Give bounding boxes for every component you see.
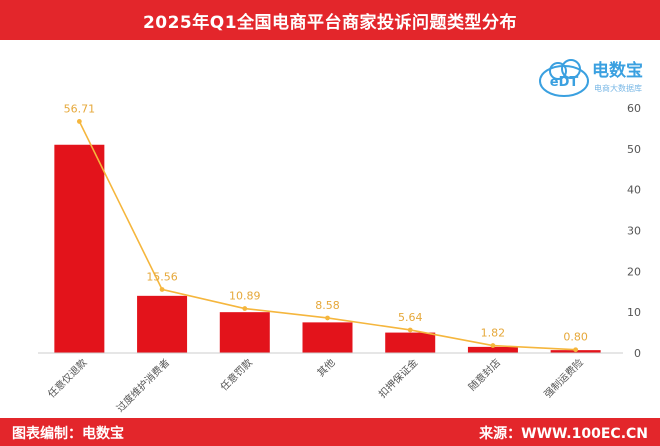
x-tick-label: 其他 (314, 356, 337, 379)
line-point (573, 347, 579, 353)
x-tick-label: 任意罚款 (217, 356, 254, 393)
bar (54, 144, 105, 353)
line-point (325, 315, 330, 321)
y-tick-label: 30 (627, 225, 641, 238)
data-label: 1.82 (481, 327, 506, 340)
data-label: 10.89 (229, 290, 261, 303)
bar (467, 346, 518, 353)
bar (385, 332, 436, 353)
logo-brand: 电数宝 (592, 60, 643, 81)
x-tick-label: 过度维护消费者 (114, 356, 173, 415)
line-series: 56.71 15.56 10.89 8.58 5.64 1.82 0.80 (64, 102, 588, 353)
x-tick-label: 扣押保证金 (376, 356, 421, 401)
data-label: 5.64 (398, 311, 423, 324)
data-label: 0.80 (563, 331, 588, 344)
brand-logo: eDT 电数宝 电商大数据库 (539, 59, 643, 97)
y-tick-label: 40 (627, 184, 641, 197)
y-tick-label: 50 (627, 143, 641, 156)
line-point (76, 119, 82, 124)
y-tick-label: 0 (634, 347, 641, 360)
footer-source: 来源：WWW.100EC.CN (479, 426, 648, 442)
line-point (490, 343, 496, 348)
line-point (407, 327, 413, 333)
chart-title: 2025年Q1全国电商平台商家投诉问题类型分布 (0, 0, 660, 40)
data-label: 15.56 (146, 270, 178, 283)
bar (302, 322, 353, 353)
x-tick-label: 随意封店 (466, 356, 503, 393)
y-axis: 0 10 20 30 40 50 60 (627, 102, 641, 360)
y-tick-label: 10 (627, 306, 641, 319)
bar (219, 312, 270, 353)
y-tick-label: 20 (627, 265, 641, 278)
footer-editor: 图表编制：电数宝 (12, 426, 124, 442)
footer-bar: 图表编制：电数宝 来源：WWW.100EC.CN (0, 418, 660, 446)
line-point (159, 287, 165, 292)
data-label: 8.58 (315, 299, 340, 312)
logo-tagline: 电商大数据库 (594, 83, 642, 93)
data-label: 56.71 (64, 102, 96, 115)
chart-canvas: 56.71 15.56 10.89 8.58 5.64 1.82 0.80 0 10 20 30 4… (38, 102, 641, 415)
x-axis: 任意仅退款 过度维护消费者 任意罚款 其他 扣押保证金 随意封店 强制运费险 (38, 352, 623, 415)
logo-text: eDT (550, 75, 579, 90)
cloud-logo-icon (539, 59, 589, 97)
y-tick-label: 60 (627, 102, 641, 115)
x-tick-label: 强制运费险 (541, 356, 586, 401)
line-point (242, 306, 248, 311)
x-tick-label: 任意仅退款 (45, 356, 90, 401)
bar (137, 295, 188, 353)
bar-series (54, 144, 601, 353)
